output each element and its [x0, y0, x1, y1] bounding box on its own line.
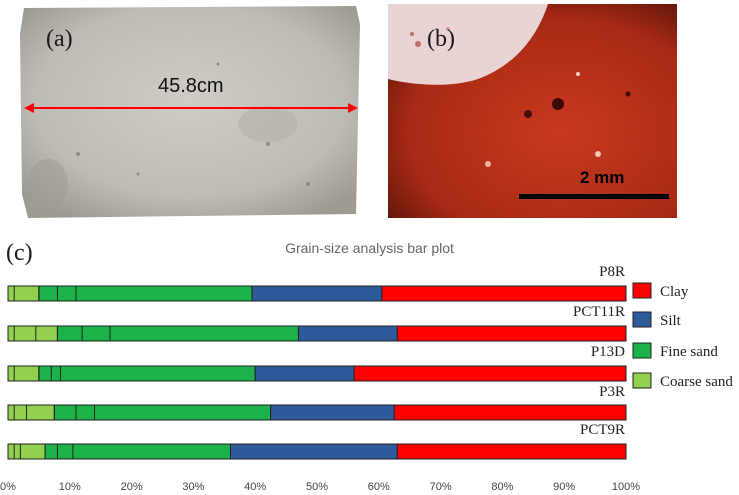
- bar-segment-p8r-fine-sand: [38, 285, 253, 302]
- x-tick-label: 100%: [612, 481, 640, 493]
- panel-label-c: (c): [6, 240, 33, 266]
- sample-label-p8r: P8R: [599, 264, 625, 280]
- x-tick-label: 60%: [368, 481, 390, 493]
- bar-segment-p8r-coarse-sand: [7, 285, 40, 302]
- legend-swatch-fine-sand: [632, 342, 652, 359]
- bar-segment-p8r-silt: [251, 285, 383, 302]
- legend-label-coarse-sand: Coarse sand: [660, 374, 733, 390]
- bar-segment-pct11r-clay: [396, 325, 627, 342]
- legend-swatch-clay: [632, 282, 652, 299]
- legend-swatch-silt: [632, 311, 652, 328]
- x-tick-label: 20%: [121, 481, 143, 493]
- bar-segment-p13d-silt: [254, 365, 355, 382]
- bar-segment-p13d-fine-sand: [38, 365, 256, 382]
- legend-label-fine-sand: Fine sand: [660, 344, 718, 360]
- bar-segment-pct11r-silt: [297, 325, 398, 342]
- sample-label-pct11r: PCT11R: [573, 304, 625, 320]
- bar-segment-p13d-coarse-sand: [7, 365, 40, 382]
- sample-label-p3r: P3R: [599, 384, 625, 400]
- sample-label-p13d: P13D: [591, 344, 625, 360]
- thin-section-image: [388, 4, 677, 218]
- bar-segment-p3r-coarse-sand: [7, 404, 55, 421]
- bar-segment-pct9r-coarse-sand: [7, 443, 46, 460]
- bar-segment-p3r-fine-sand: [53, 404, 272, 421]
- chart-title: Grain-size analysis bar plot: [285, 240, 454, 256]
- thin-section-photo: [388, 4, 677, 218]
- x-tick-label: 80%: [491, 481, 513, 493]
- sample-label-pct9r: PCT9R: [580, 422, 625, 438]
- bar-segment-pct11r-coarse-sand: [7, 325, 58, 342]
- brick-photo: [18, 4, 364, 220]
- bar-segment-pct11r-fine-sand: [56, 325, 299, 342]
- bar-segment-pct9r-silt: [229, 443, 398, 460]
- x-tick-label: 40%: [244, 481, 266, 493]
- x-tick-label: 10%: [59, 481, 81, 493]
- x-tick-label: 0%: [0, 481, 16, 493]
- bar-segment-p8r-clay: [381, 285, 627, 302]
- x-tick-label: 70%: [430, 481, 452, 493]
- legend-label-silt: Silt: [660, 313, 682, 329]
- x-tick-label: 50%: [306, 481, 328, 493]
- panel-label-b: (b): [427, 26, 455, 52]
- arrow-left-head: [24, 103, 34, 113]
- bar-segment-p3r-silt: [270, 404, 395, 421]
- scale-bar-label: 2 mm: [580, 168, 625, 187]
- brick-photo-image: [18, 4, 364, 220]
- bar-segment-p3r-clay: [393, 404, 627, 421]
- legend-label-clay: Clay: [660, 284, 689, 300]
- panel-label-a: (a): [46, 26, 73, 52]
- x-tick-label: 30%: [182, 481, 204, 493]
- legend-swatch-coarse-sand: [632, 372, 652, 389]
- measurement-label: 45.8cm: [158, 75, 224, 97]
- scale-bar: [519, 194, 669, 199]
- arrow-right-head: [348, 103, 358, 113]
- x-tick-label: 90%: [553, 481, 575, 493]
- bar-segment-pct9r-clay: [396, 443, 627, 460]
- bar-segment-p13d-clay: [353, 365, 627, 382]
